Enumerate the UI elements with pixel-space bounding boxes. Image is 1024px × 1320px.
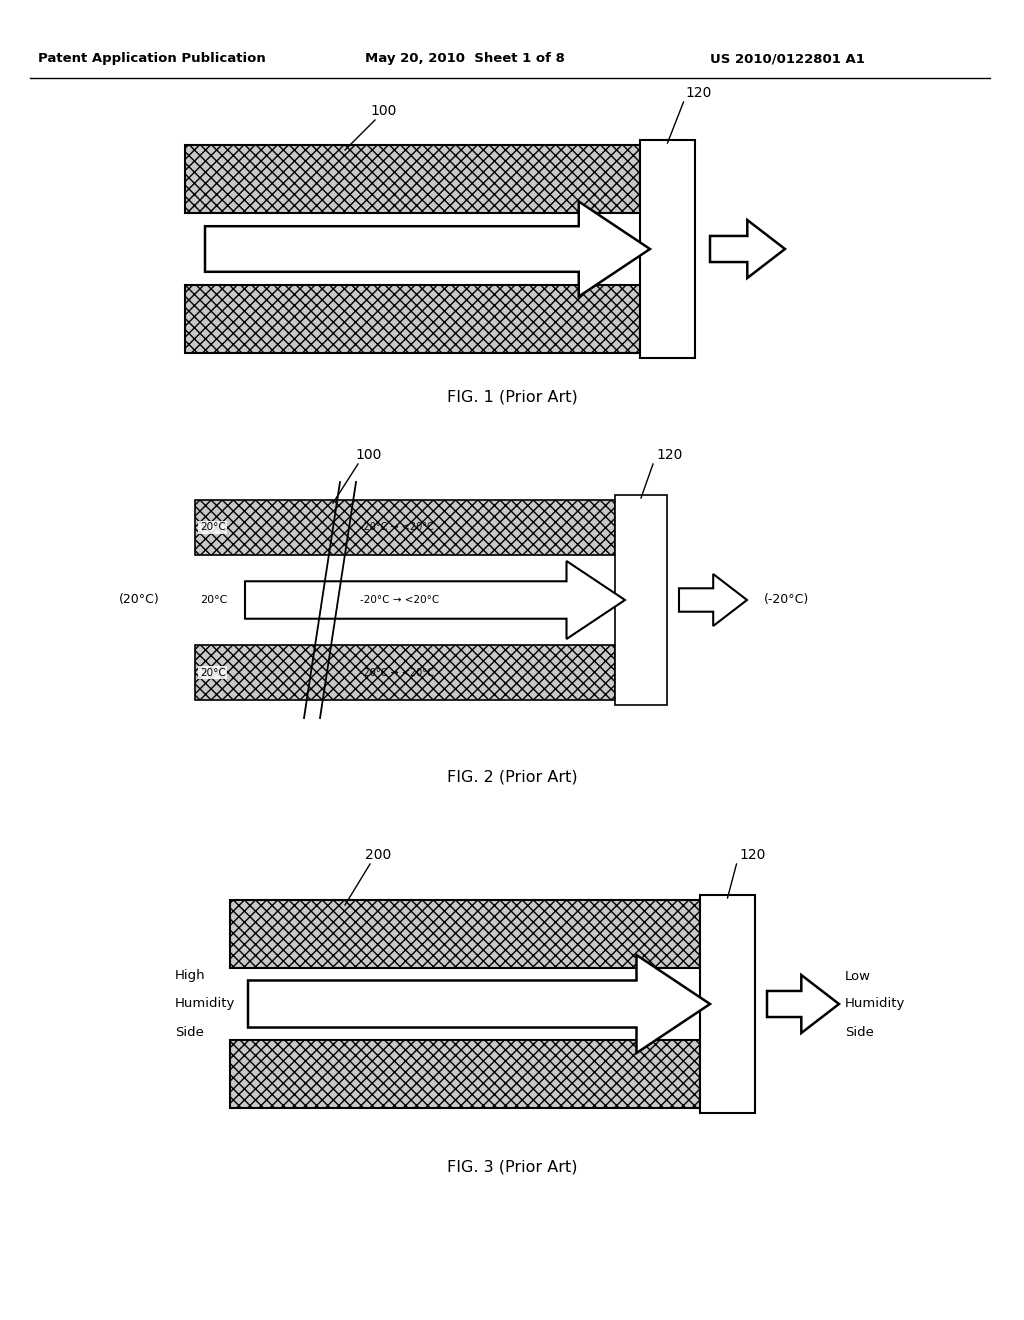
Bar <box>195 500 615 554</box>
Bar <box>195 645 615 700</box>
Text: Low: Low <box>845 969 871 982</box>
FancyArrow shape <box>710 220 785 279</box>
Text: 100: 100 <box>355 447 381 462</box>
FancyArrow shape <box>205 202 650 297</box>
Text: (-20°C): (-20°C) <box>764 594 809 606</box>
Bar <box>230 1040 700 1107</box>
FancyArrow shape <box>248 954 710 1053</box>
Text: FIG. 3 (Prior Art): FIG. 3 (Prior Art) <box>446 1160 578 1175</box>
Text: 20°C: 20°C <box>200 523 225 532</box>
Text: High: High <box>175 969 206 982</box>
FancyArrow shape <box>767 975 839 1034</box>
Text: 100: 100 <box>370 104 396 117</box>
Text: FIG. 1 (Prior Art): FIG. 1 (Prior Art) <box>446 389 578 405</box>
Text: FIG. 2 (Prior Art): FIG. 2 (Prior Art) <box>446 770 578 785</box>
Bar <box>230 900 700 968</box>
Bar <box>185 285 640 352</box>
Bar <box>640 140 695 358</box>
Text: Side: Side <box>175 1026 204 1039</box>
Text: 20°C: 20°C <box>200 668 225 677</box>
Text: US 2010/0122801 A1: US 2010/0122801 A1 <box>710 51 865 65</box>
Text: 120: 120 <box>656 447 682 462</box>
Text: Side: Side <box>845 1026 873 1039</box>
Text: -20°C → <20°C: -20°C → <20°C <box>360 668 434 677</box>
Text: Humidity: Humidity <box>175 998 236 1011</box>
FancyArrow shape <box>245 561 625 639</box>
Text: 200: 200 <box>365 847 391 862</box>
Text: 120: 120 <box>739 847 766 862</box>
Bar <box>700 895 755 1113</box>
Text: -20°C → <20°C: -20°C → <20°C <box>360 595 439 605</box>
Text: 120: 120 <box>685 86 712 100</box>
Bar <box>185 145 640 213</box>
Text: Patent Application Publication: Patent Application Publication <box>38 51 266 65</box>
Text: Humidity: Humidity <box>845 998 905 1011</box>
Text: 20°C: 20°C <box>200 595 227 605</box>
Bar <box>615 495 667 705</box>
FancyArrow shape <box>679 574 746 626</box>
Text: (20°C): (20°C) <box>119 594 160 606</box>
Text: -20°C → <20°C: -20°C → <20°C <box>360 523 434 532</box>
Text: May 20, 2010  Sheet 1 of 8: May 20, 2010 Sheet 1 of 8 <box>365 51 565 65</box>
